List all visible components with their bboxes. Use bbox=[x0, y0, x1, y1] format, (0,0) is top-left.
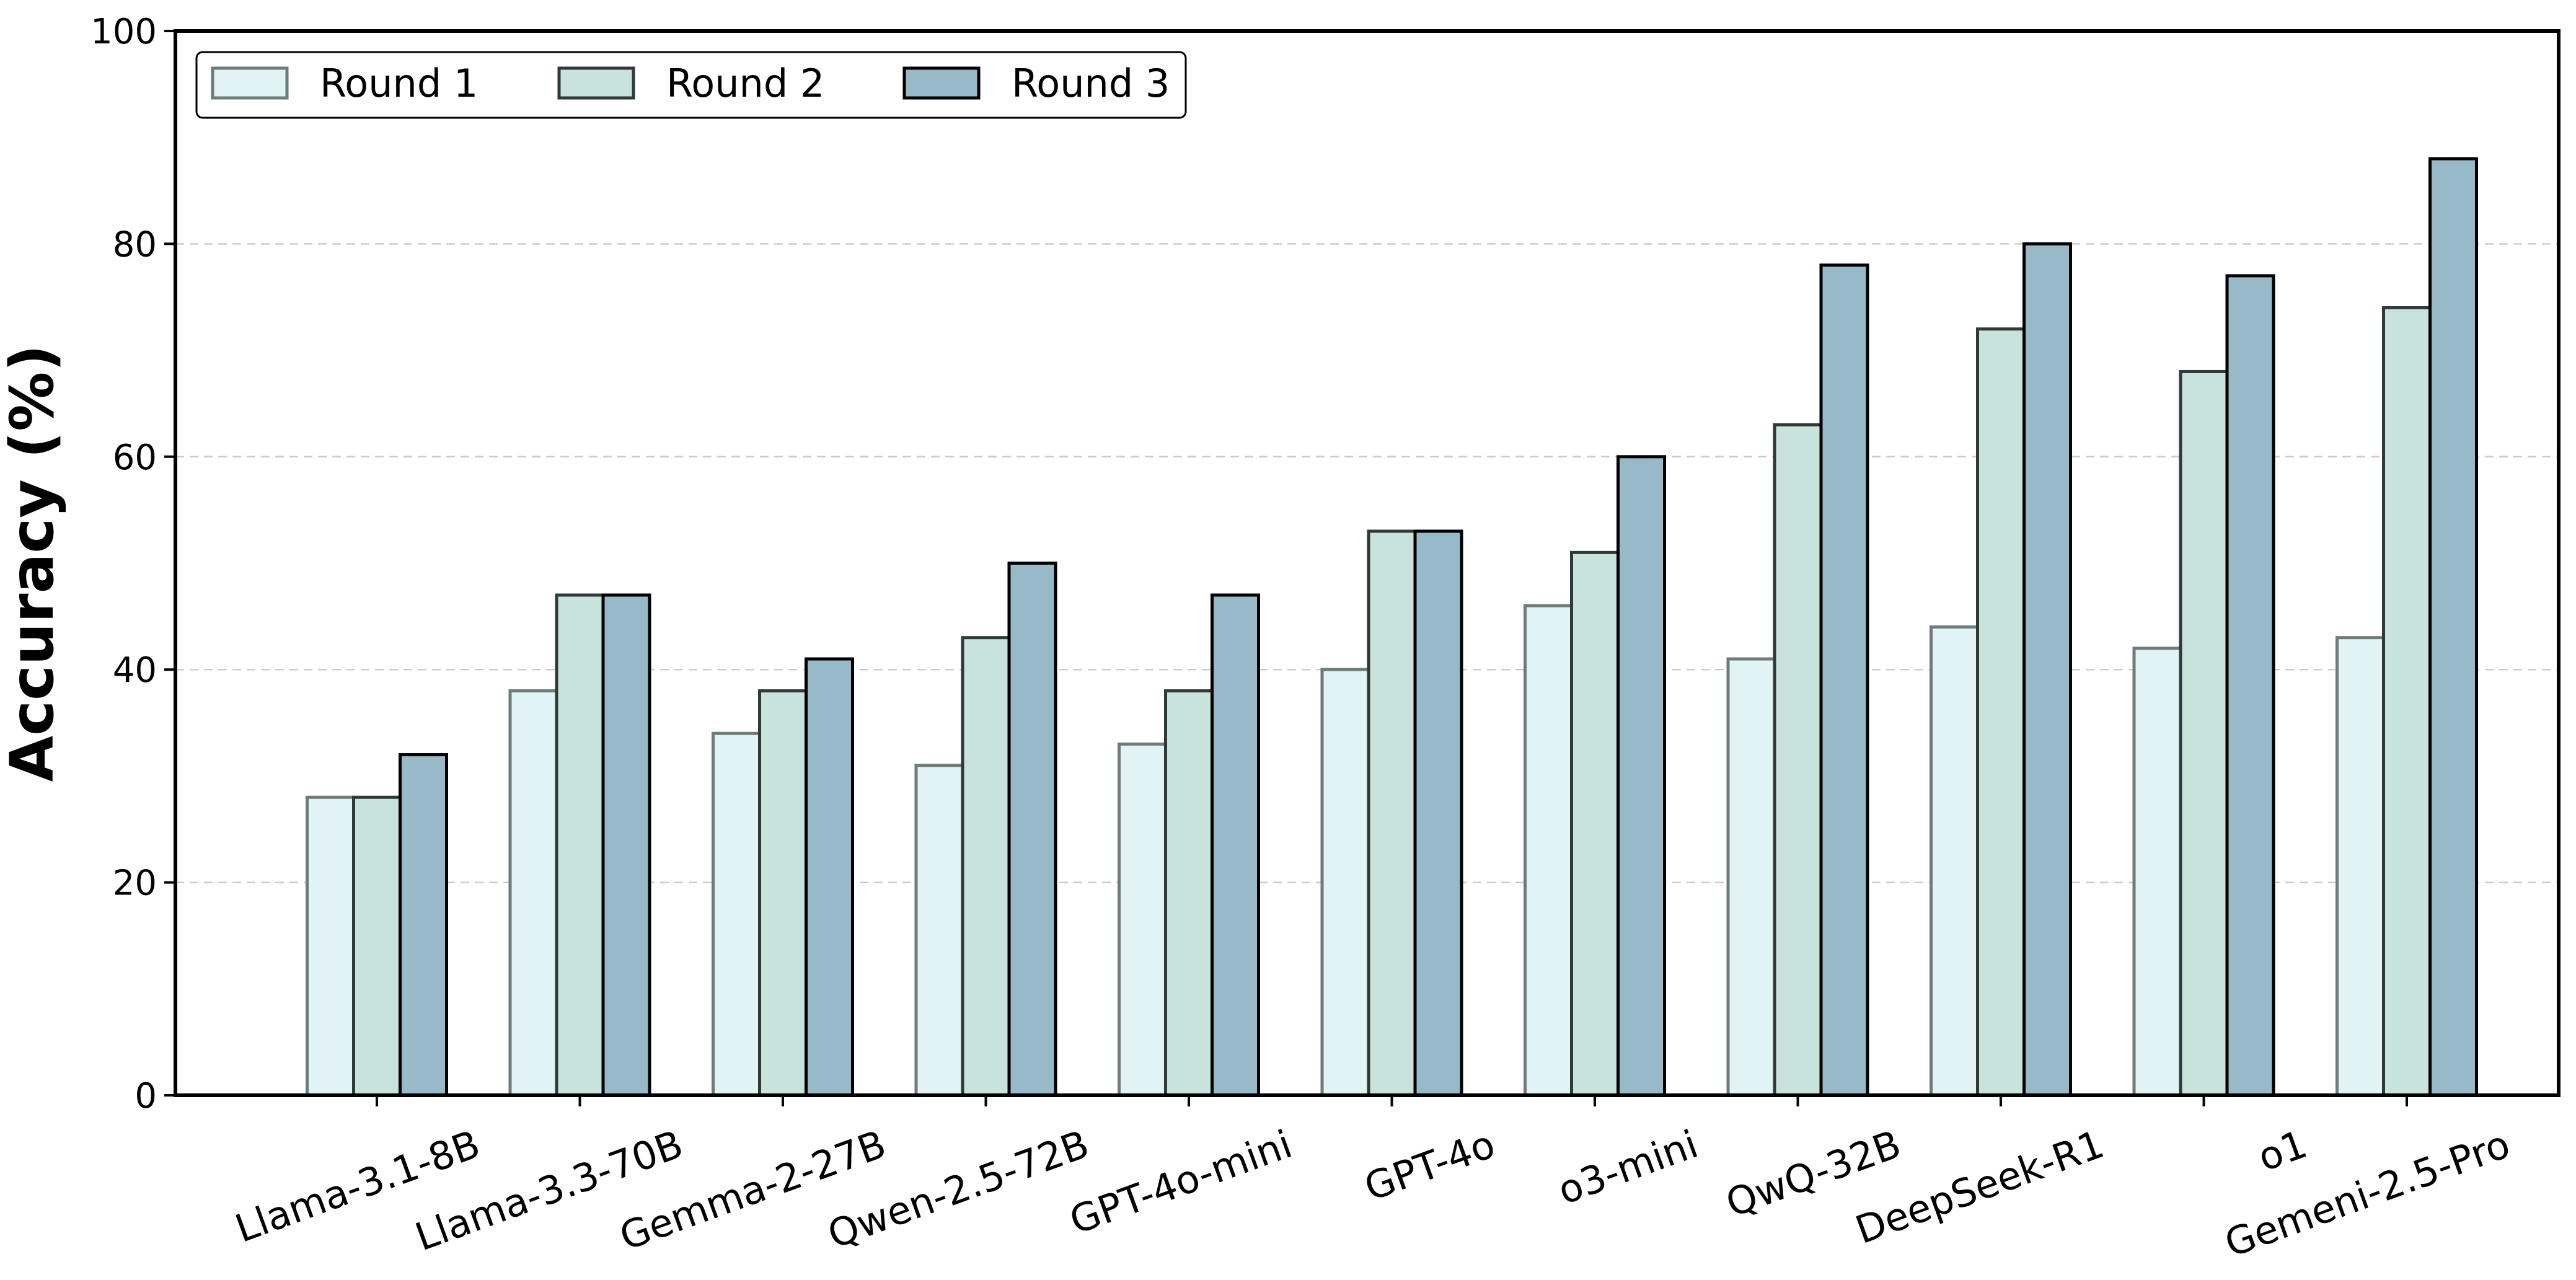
bar-round-3 bbox=[1617, 455, 1666, 1097]
legend-label: Round 1 bbox=[320, 61, 478, 106]
bar-round-2 bbox=[2382, 306, 2432, 1097]
legend-label: Round 3 bbox=[1012, 61, 1170, 106]
y-tick-label: 20 bbox=[113, 863, 157, 904]
y-tick-label: 100 bbox=[90, 12, 157, 52]
bar-round-2 bbox=[1164, 689, 1214, 1097]
y-tick-label: 40 bbox=[113, 650, 157, 691]
bar-round-3 bbox=[1413, 529, 1463, 1097]
x-tick-label: GPT-4o bbox=[1359, 1121, 1501, 1210]
bar-round-2 bbox=[1773, 423, 1823, 1097]
bar-round-1 bbox=[1118, 742, 1167, 1097]
bars bbox=[306, 157, 2478, 1097]
bar-round-1 bbox=[1320, 668, 1370, 1097]
legend: Round 1 Round 2 Round 3 bbox=[195, 51, 1187, 119]
bar-round-2 bbox=[1367, 529, 1417, 1097]
legend-swatch bbox=[557, 66, 635, 100]
y-tick-label: 80 bbox=[113, 224, 157, 265]
bar-round-3 bbox=[601, 593, 651, 1097]
legend-label: Round 2 bbox=[666, 61, 824, 106]
bar-round-2 bbox=[352, 795, 402, 1097]
bar-round-3 bbox=[2225, 274, 2275, 1097]
bar-round-1 bbox=[1726, 657, 1776, 1097]
bar-round-3 bbox=[2022, 242, 2072, 1097]
legend-swatch bbox=[211, 66, 289, 100]
bar-round-1 bbox=[306, 795, 355, 1097]
bar-round-1 bbox=[1524, 604, 1573, 1097]
bar-round-2 bbox=[1570, 550, 1620, 1097]
bar-round-1 bbox=[914, 764, 964, 1097]
bar-round-3 bbox=[399, 753, 448, 1097]
legend-swatch bbox=[902, 66, 981, 100]
bar-round-1 bbox=[2336, 636, 2385, 1097]
y-tick-label: 0 bbox=[135, 1076, 157, 1116]
bar-round-2 bbox=[758, 689, 808, 1097]
bar-round-2 bbox=[555, 593, 605, 1097]
bar-round-2 bbox=[961, 636, 1011, 1097]
bar-round-1 bbox=[2132, 647, 2182, 1097]
bar-round-3 bbox=[1819, 263, 1869, 1097]
bar-round-2 bbox=[1976, 327, 2026, 1097]
x-tick-label: o1 bbox=[2252, 1121, 2313, 1180]
x-tick-label: GPT-4o-mini bbox=[1064, 1121, 1297, 1243]
bar-round-1 bbox=[1930, 625, 1979, 1097]
y-tick-label: 60 bbox=[113, 438, 157, 478]
plot-frame bbox=[174, 29, 2561, 1097]
y-axis-label: Accuracy (%) bbox=[0, 345, 67, 782]
y-axis: 0 20 40 60 80 100 bbox=[90, 12, 175, 1116]
bar-round-1 bbox=[508, 689, 558, 1097]
bar-round-3 bbox=[2428, 157, 2478, 1097]
bar-round-1 bbox=[712, 731, 761, 1097]
bar-round-3 bbox=[805, 657, 854, 1097]
bar-round-3 bbox=[1211, 593, 1260, 1097]
x-tick-label: o3-mini bbox=[1552, 1121, 1704, 1214]
x-axis: Llama-3.1-8BLlama-3.3-70BGemma-2-27BQwen… bbox=[229, 1095, 2516, 1266]
bar-round-2 bbox=[2179, 369, 2229, 1097]
bar-round-3 bbox=[1007, 562, 1057, 1097]
